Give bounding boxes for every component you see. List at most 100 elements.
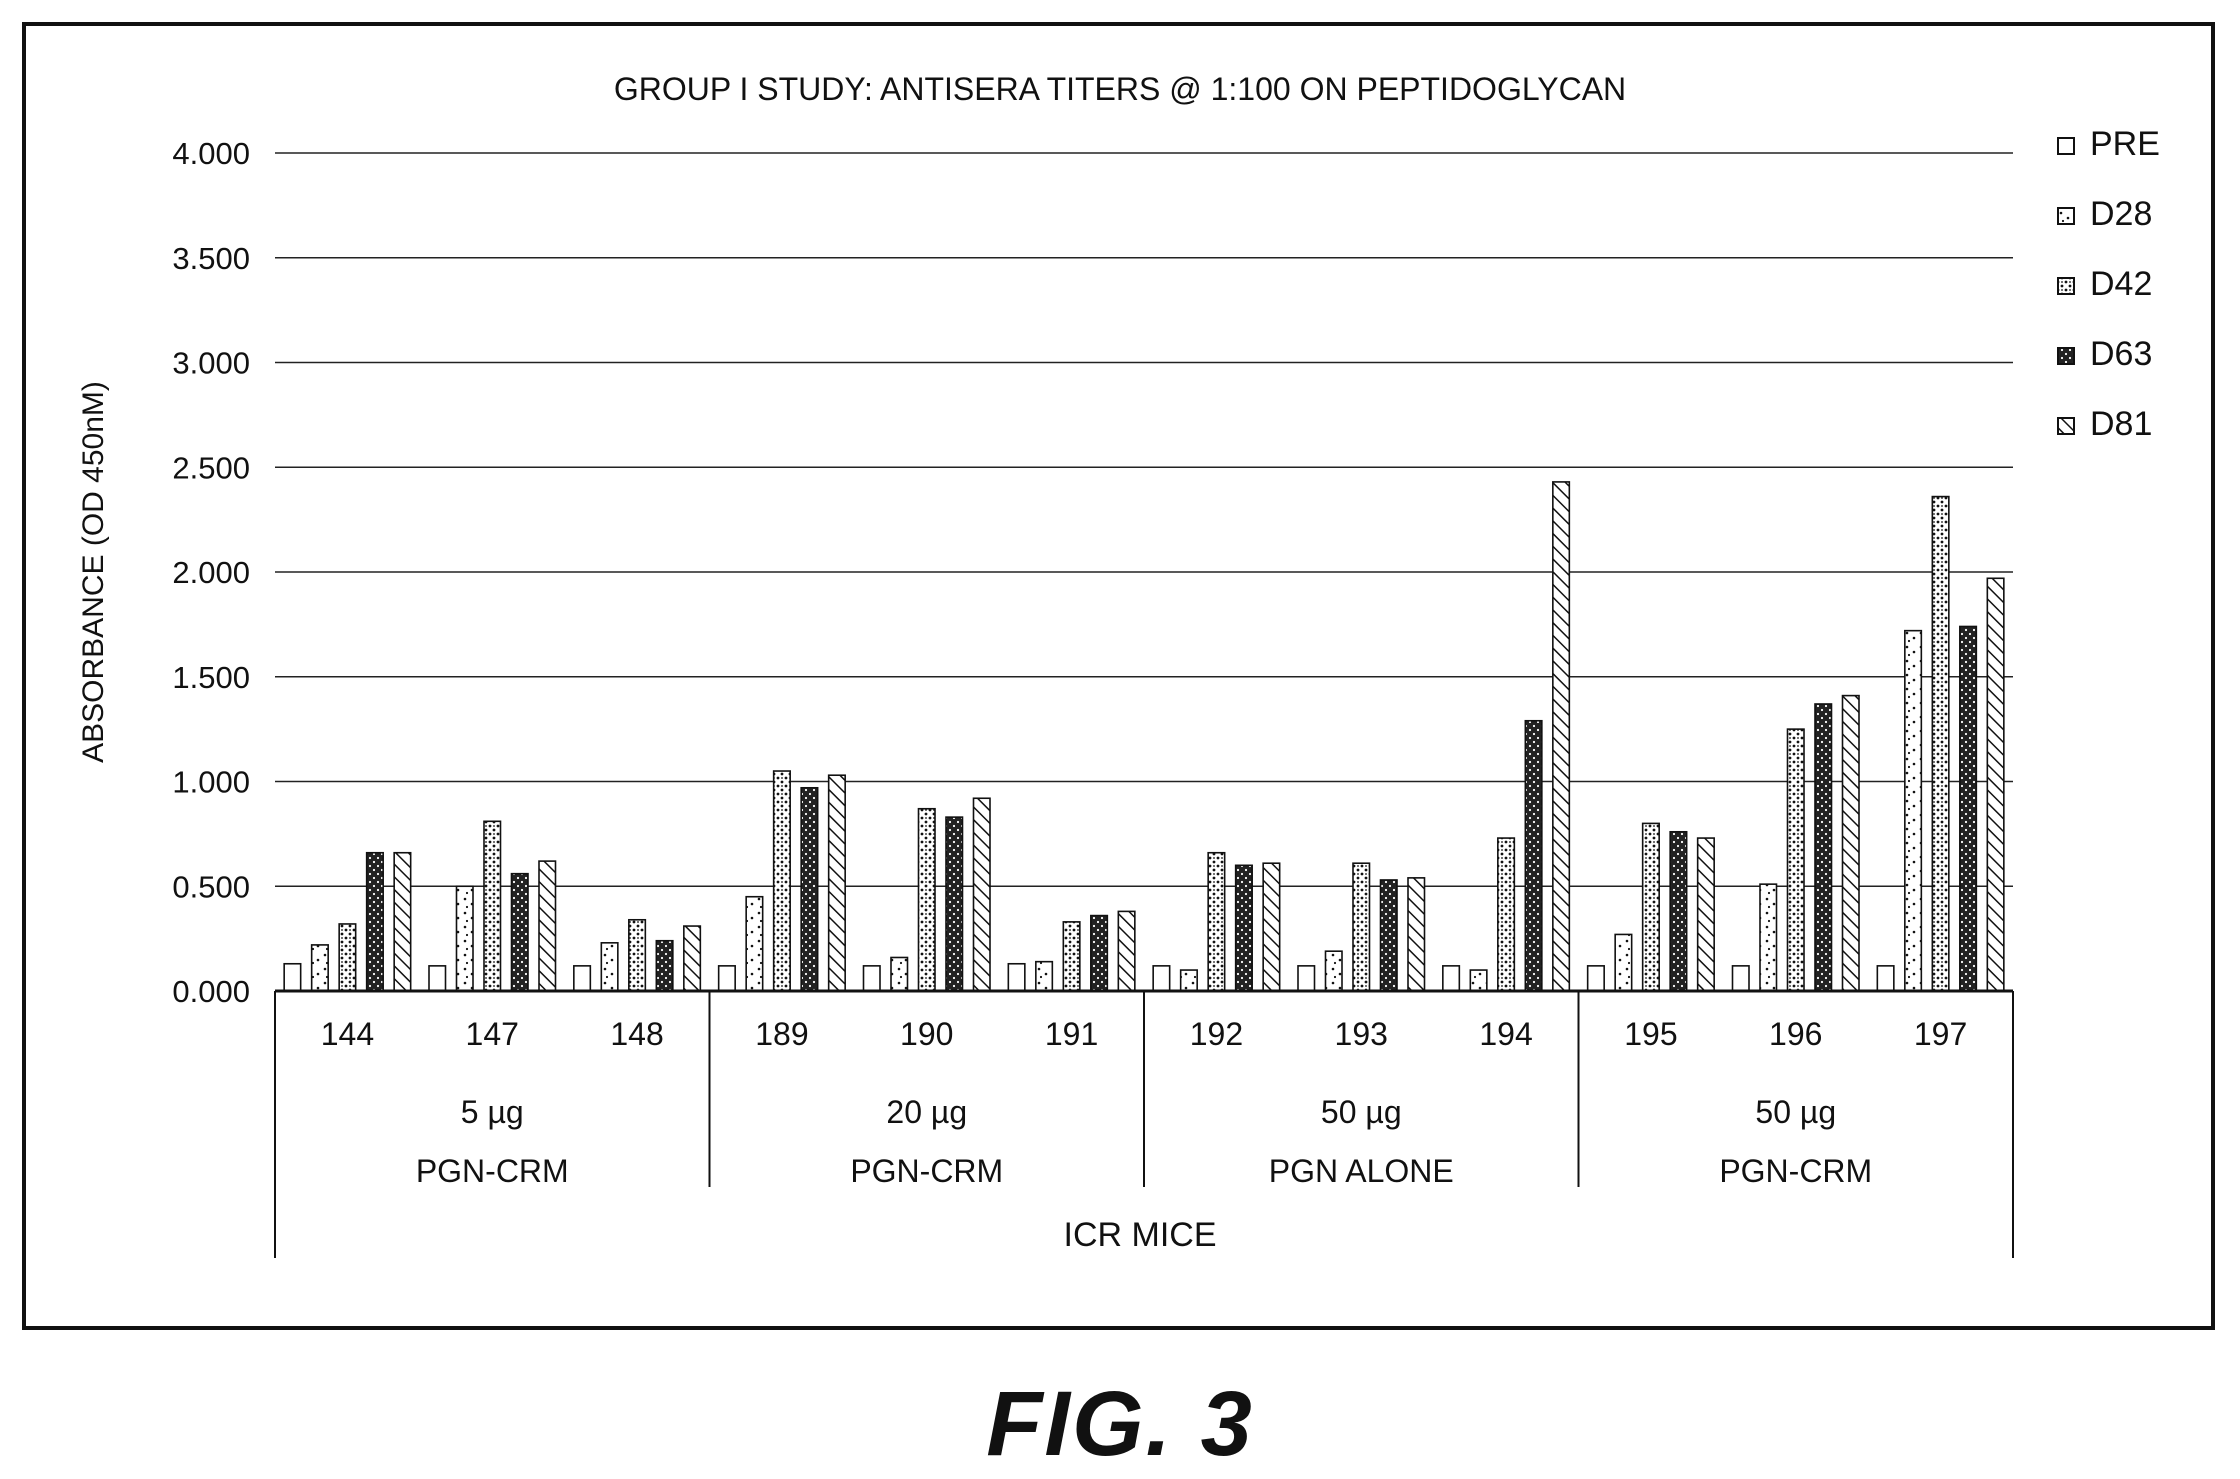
y-tick-label: 2.500 xyxy=(172,450,250,485)
bar-d42-195 xyxy=(1641,822,1660,992)
bar-d42-191 xyxy=(1062,921,1081,992)
x-tick-label: 192 xyxy=(1190,1016,1243,1052)
bars xyxy=(283,481,2005,992)
legend-label-d42: D42 xyxy=(2090,265,2152,303)
y-tick-label: 4.000 xyxy=(172,136,250,171)
bar-pre-193 xyxy=(1297,965,1316,992)
x-tick-label: 196 xyxy=(1769,1016,1822,1052)
bar-d63-148 xyxy=(655,939,674,992)
bar-pre-197 xyxy=(1876,965,1895,992)
bar-d63-190 xyxy=(945,816,964,992)
y-tick-label: 1.500 xyxy=(172,660,250,695)
y-tick-label: 0.500 xyxy=(172,869,250,904)
bar-d63-189 xyxy=(800,786,819,992)
x-tick-label: 191 xyxy=(1045,1016,1098,1052)
group-label: PGN-CRM xyxy=(1719,1153,1872,1189)
bar-d42-147 xyxy=(483,820,502,992)
x-tick-label: 197 xyxy=(1914,1016,1967,1052)
y-tick-label: 3.000 xyxy=(172,346,250,381)
chart: GROUP I STUDY: ANTISERA TITERS @ 1:100 O… xyxy=(77,71,2160,1258)
bar-d28-197 xyxy=(1904,629,1923,992)
bar-d81-197 xyxy=(1986,577,2005,992)
legend-swatch-d28 xyxy=(2057,207,2075,225)
group-dose-label: 50 µg xyxy=(1755,1094,1836,1130)
bar-pre-191 xyxy=(1007,962,1026,992)
x-tick-label: 194 xyxy=(1479,1016,1532,1052)
bar-d63-147 xyxy=(510,872,529,992)
bar-d28-196 xyxy=(1759,883,1778,992)
x-tick-label: 189 xyxy=(755,1016,808,1052)
bar-d28-144 xyxy=(310,944,329,992)
bar-d81-194 xyxy=(1552,481,1571,992)
bar-d42-148 xyxy=(628,918,647,992)
y-tick-label: 1.000 xyxy=(172,765,250,800)
legend-label-d81: D81 xyxy=(2090,405,2152,443)
x-axis: 144 147 148 189 190 191 192 193 194 195 196 197 5 µg… xyxy=(274,989,2014,1258)
y-axis-label: ABSORBANCE (OD 450nM) xyxy=(77,381,110,763)
x-tick-label: 190 xyxy=(900,1016,953,1052)
gridlines xyxy=(275,152,2013,887)
bar-d28-148 xyxy=(600,942,619,992)
y-tick-label: 3.500 xyxy=(172,241,250,276)
group-dose-label: 5 µg xyxy=(461,1094,524,1130)
legend-swatch-d81 xyxy=(2057,417,2075,435)
legend-swatch-d63 xyxy=(2057,347,2075,365)
x-tick-label: 144 xyxy=(321,1016,374,1052)
group-dose-label: 50 µg xyxy=(1321,1094,1402,1130)
legend-swatch-pre xyxy=(2057,137,2075,155)
figure-caption: FIG. 3 xyxy=(986,1373,1254,1475)
bar-d81-195 xyxy=(1696,837,1715,992)
bar-d81-190 xyxy=(972,797,991,992)
bar-d42-189 xyxy=(772,770,791,992)
legend-label-d63: D63 xyxy=(2090,335,2152,373)
bar-pre-190 xyxy=(862,965,881,992)
bar-d81-148 xyxy=(683,925,702,992)
bar-d28-192 xyxy=(1179,969,1198,992)
legend-label-d28: D28 xyxy=(2090,195,2152,233)
y-tick-label: 0.000 xyxy=(172,974,250,1009)
bar-d42-196 xyxy=(1786,728,1805,992)
bar-d63-191 xyxy=(1090,914,1109,992)
bar-pre-194 xyxy=(1442,965,1461,992)
group-dose-label: 20 µg xyxy=(886,1094,967,1130)
bar-d63-197 xyxy=(1959,625,1978,992)
bar-d81-144 xyxy=(393,851,412,992)
bar-d42-193 xyxy=(1352,862,1371,992)
group-label: PGN-CRM xyxy=(416,1153,569,1189)
figure-frame xyxy=(22,22,2215,1330)
bar-d63-196 xyxy=(1814,703,1833,992)
legend: PRE D28 D42 D63 D81 xyxy=(2057,125,2160,443)
x-tick-label: 147 xyxy=(466,1016,519,1052)
bar-pre-192 xyxy=(1152,965,1171,992)
bar-d81-147 xyxy=(538,860,557,992)
bar-d81-191 xyxy=(1117,910,1136,992)
bar-d63-144 xyxy=(365,851,384,992)
y-tick-labels: 0.000 0.500 1.000 1.500 2.000 2.500 3.000 3.500… xyxy=(172,136,250,1009)
x-tick-label: 193 xyxy=(1335,1016,1388,1052)
bar-pre-147 xyxy=(428,965,447,992)
bar-pre-196 xyxy=(1731,965,1750,992)
x-axis-label: ICR MICE xyxy=(1064,1216,1217,1254)
bar-d42-197 xyxy=(1931,495,1950,992)
group-label: PGN-CRM xyxy=(850,1153,1003,1189)
bar-d28-191 xyxy=(1035,960,1054,992)
bar-d42-144 xyxy=(338,923,357,992)
bar-d63-192 xyxy=(1234,864,1253,992)
legend-label-pre: PRE xyxy=(2090,125,2160,163)
bar-d63-195 xyxy=(1669,830,1688,992)
legend-swatch-d42 xyxy=(2057,277,2075,295)
bar-d28-195 xyxy=(1614,933,1633,992)
chart-title: GROUP I STUDY: ANTISERA TITERS @ 1:100 O… xyxy=(614,71,1626,107)
bar-pre-189 xyxy=(717,965,736,992)
bar-pre-195 xyxy=(1586,965,1605,992)
bar-d81-193 xyxy=(1407,877,1426,992)
group-label: PGN ALONE xyxy=(1269,1153,1454,1189)
bar-d81-189 xyxy=(827,774,846,992)
bar-d28-189 xyxy=(745,895,764,992)
x-tick-label: 195 xyxy=(1624,1016,1677,1052)
bar-pre-144 xyxy=(283,962,302,992)
bar-d42-190 xyxy=(917,807,936,992)
bar-d81-196 xyxy=(1841,694,1860,992)
bar-d28-147 xyxy=(455,885,474,992)
bar-d28-194 xyxy=(1469,969,1488,992)
